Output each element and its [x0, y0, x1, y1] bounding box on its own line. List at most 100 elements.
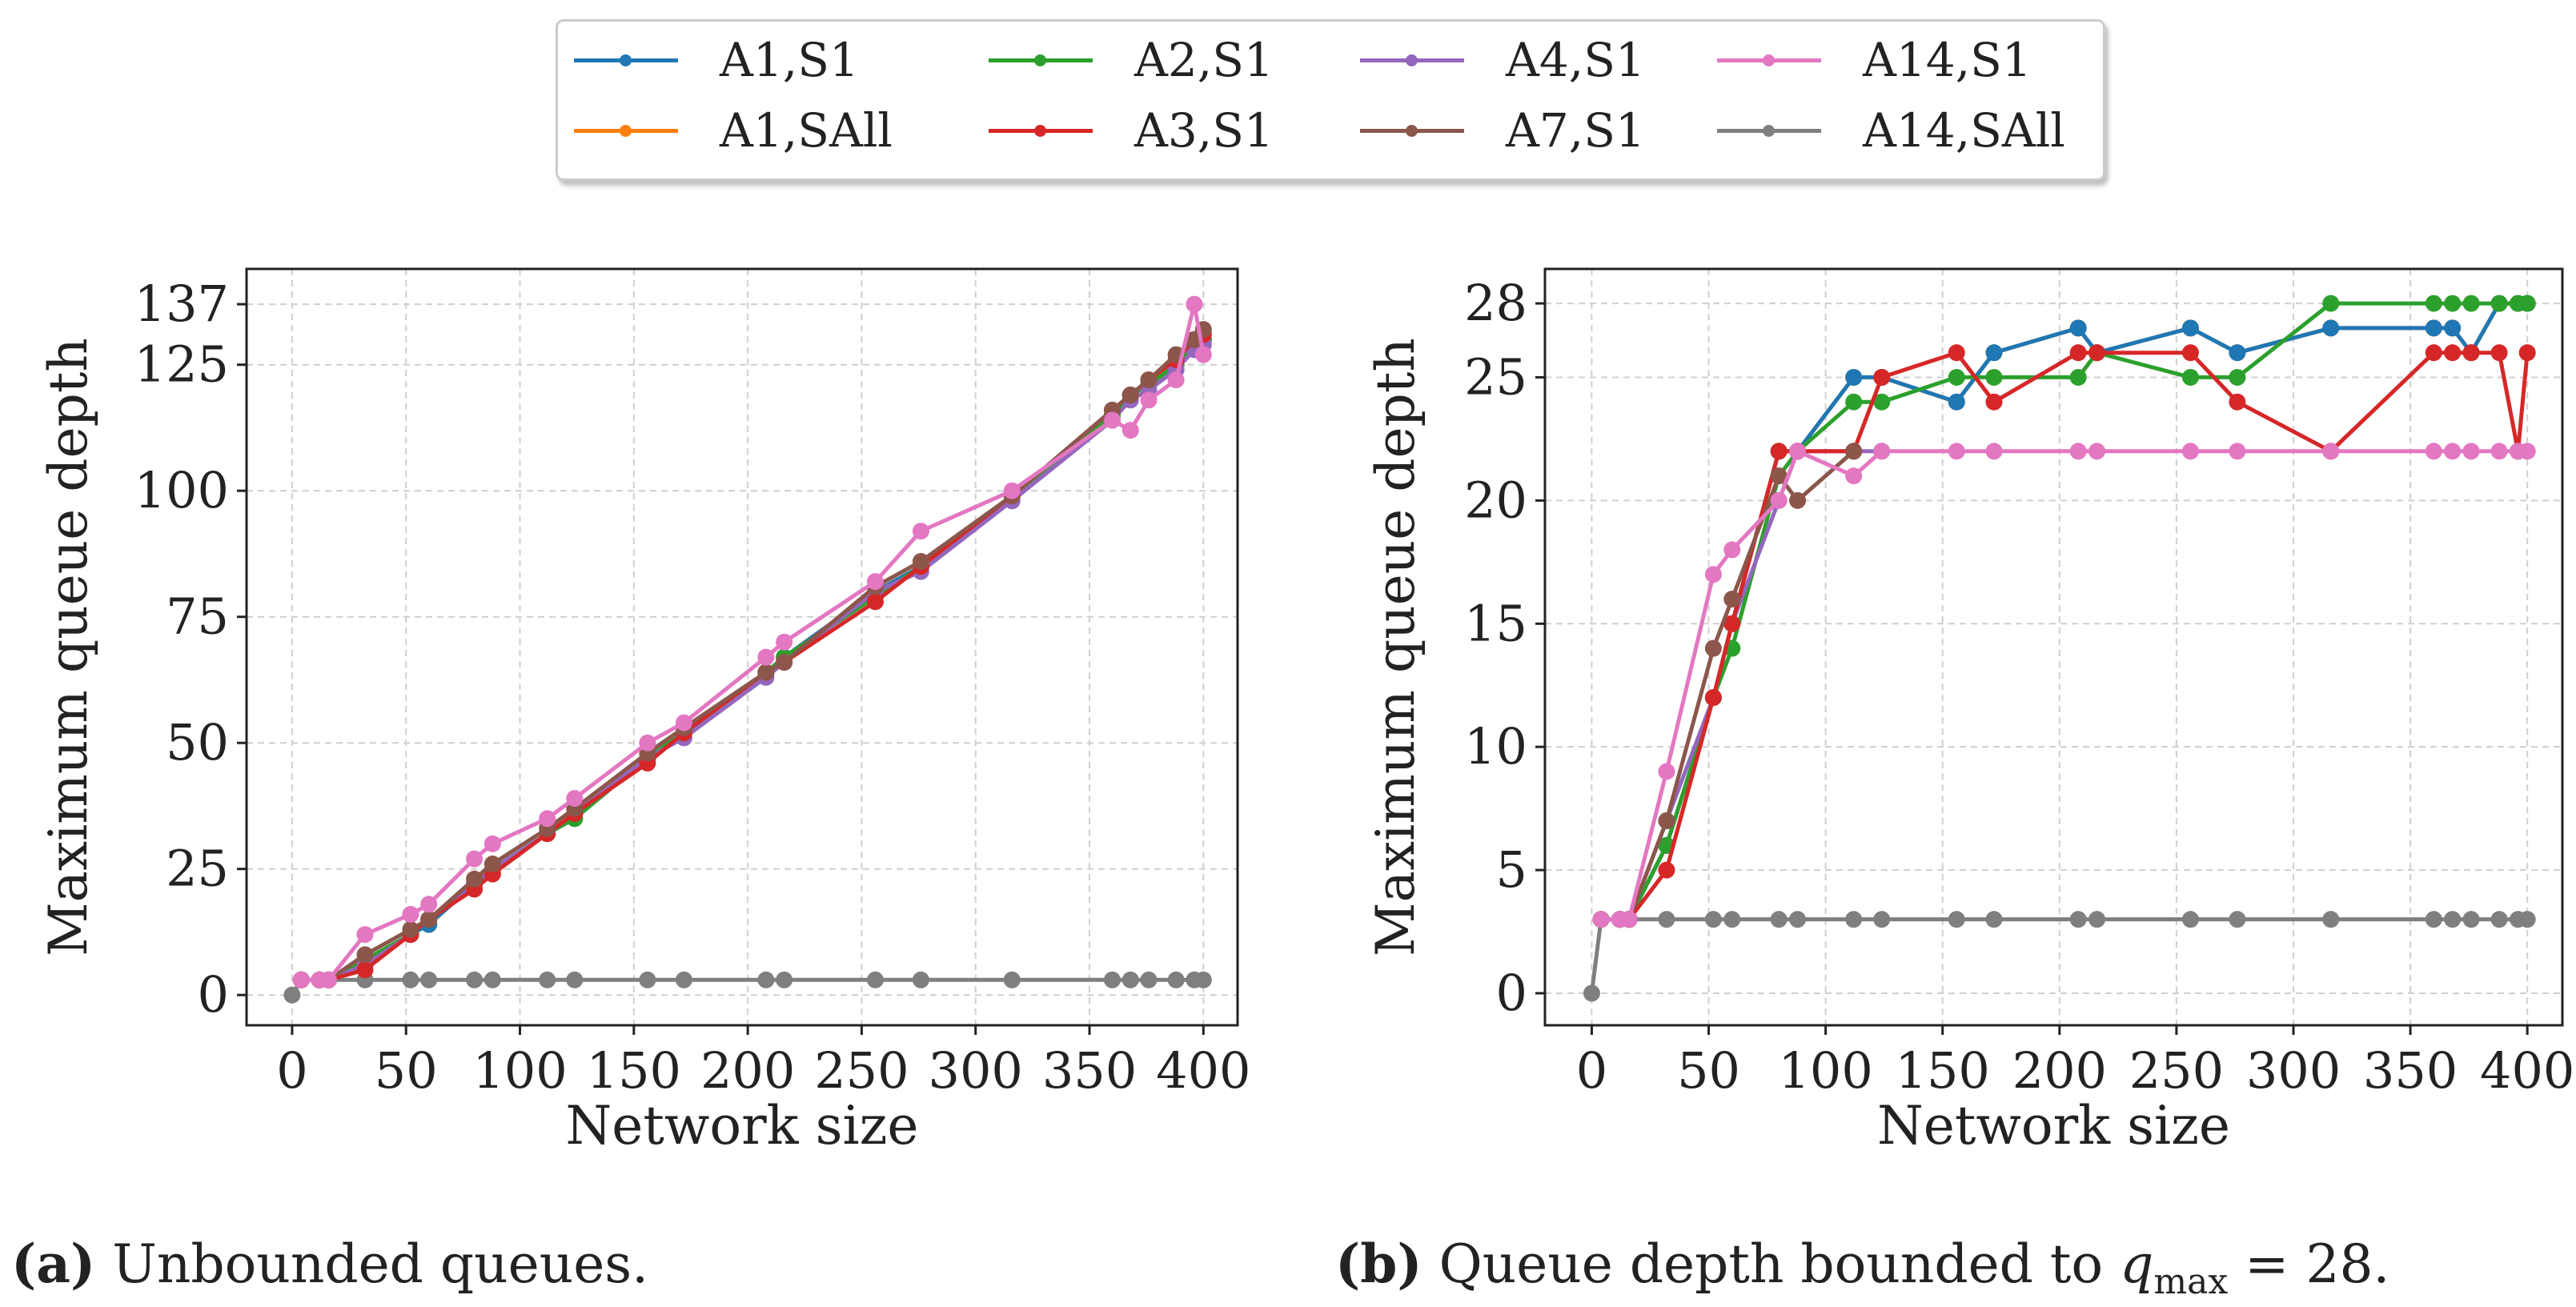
legend-label: A3,S1 [1134, 103, 1274, 158]
y-tick-label: 0 [198, 965, 229, 1024]
data-point [639, 734, 656, 752]
legend-label: A14,S1 [1863, 33, 2032, 87]
data-point [1103, 971, 1121, 988]
data-point [1845, 368, 1863, 386]
data-point [1658, 812, 1675, 830]
x-tick-label: 50 [1677, 1041, 1740, 1100]
data-point [1770, 443, 1788, 460]
data-point [866, 593, 884, 611]
data-point [1985, 443, 2003, 460]
series-line [1601, 449, 1882, 922]
data-point [2462, 344, 2480, 362]
series-line [301, 338, 1206, 982]
data-point [2181, 368, 2199, 386]
series-a2-s1 [292, 331, 1212, 988]
y-tick-label: 125 [134, 335, 229, 394]
data-point [2229, 368, 2246, 386]
x-axis-label: Network size [566, 1095, 919, 1157]
series-a1-s1 [292, 331, 1212, 988]
data-point [776, 653, 793, 671]
data-point [356, 961, 374, 979]
data-point [292, 971, 310, 988]
data-point [1948, 393, 1965, 411]
legend-swatch-marker [1763, 54, 1775, 66]
caption-b-math-var: q [2120, 1233, 2154, 1295]
y-tick-label: 0 [1496, 964, 1527, 1022]
data-point [2444, 319, 2462, 337]
data-point [1723, 615, 1741, 632]
legend-label: A14,SAll [1863, 103, 2065, 158]
data-point [2322, 911, 2340, 928]
y-tick-label: 20 [1464, 471, 1527, 529]
legend-swatch [989, 106, 1093, 154]
data-point [1194, 971, 1212, 988]
legend-item: A2,S1 [989, 33, 1274, 87]
y-tick-label: 10 [1464, 717, 1527, 776]
data-point [1845, 393, 1863, 411]
y-tick-label: 5 [1496, 840, 1527, 899]
y-tick-label: 25 [166, 840, 229, 898]
series-a7-s1 [292, 321, 1212, 988]
data-point [1948, 443, 1965, 460]
x-tick-label: 50 [375, 1041, 438, 1100]
data-point [776, 633, 793, 651]
legend-label: A7,S1 [1506, 103, 1645, 158]
caption-b-math-rest: = 28. [2228, 1233, 2390, 1295]
data-point [912, 523, 929, 540]
data-point [2462, 443, 2480, 460]
data-point [1770, 467, 1788, 485]
legend-swatch-marker [1034, 54, 1046, 66]
data-point [1845, 911, 1863, 928]
data-point [1121, 971, 1139, 988]
data-point [2425, 295, 2442, 312]
x-tick-label: 150 [1896, 1041, 1990, 1100]
caption-b-text: Queue depth bounded to [1438, 1233, 2104, 1295]
data-point [2069, 344, 2087, 362]
data-point [1592, 911, 1610, 928]
data-point [1121, 422, 1139, 439]
y-axis-label: Maximum queue depth [38, 338, 99, 956]
plot-frame [245, 267, 1239, 1027]
data-point [1103, 411, 1121, 429]
data-point [2069, 319, 2087, 337]
legend-swatch-marker [1406, 125, 1418, 137]
data-point [1167, 971, 1185, 988]
legend: A1,S1 A1,SAll A2,S1 A3,S1 A4,S1 A7,S1 A14,S1 A1… [556, 19, 2105, 181]
data-point [1620, 911, 1638, 928]
data-point [2444, 295, 2462, 312]
data-point [2088, 443, 2106, 460]
series-line [301, 327, 1206, 982]
data-point [866, 573, 884, 591]
data-point [1704, 566, 1722, 583]
legend-item: A14,SAll [1717, 103, 2065, 158]
data-point [1583, 984, 1600, 1002]
data-point [1723, 911, 1741, 928]
data-point [757, 648, 775, 666]
data-point [539, 971, 556, 988]
data-point [1948, 911, 1965, 928]
y-tick-label: 25 [1464, 347, 1527, 406]
data-point [484, 971, 501, 988]
y-axis-label: Maximum queue depth [1365, 338, 1426, 956]
data-point [2462, 911, 2480, 928]
data-point [1845, 467, 1863, 485]
caption-b: (b) Queue depth bounded to qmax = 28. [1335, 1233, 2389, 1302]
data-point [402, 971, 419, 988]
data-point [866, 971, 884, 988]
data-point [1723, 541, 1741, 559]
data-point [1140, 971, 1158, 988]
data-point [2181, 443, 2199, 460]
legend-swatch-marker [1034, 125, 1046, 137]
data-point [2181, 344, 2199, 362]
series-line [301, 338, 1205, 982]
y-tick-label: 28 [1464, 274, 1527, 332]
legend-swatch [1360, 36, 1464, 84]
data-point [1789, 911, 1807, 928]
x-tick-label: 100 [1778, 1041, 1872, 1100]
data-point [466, 971, 484, 988]
data-point [2490, 295, 2508, 312]
data-point [1186, 295, 1203, 313]
y-tick-label: 137 [134, 275, 229, 333]
x-tick-label: 150 [587, 1041, 681, 1100]
data-point [2425, 911, 2442, 928]
